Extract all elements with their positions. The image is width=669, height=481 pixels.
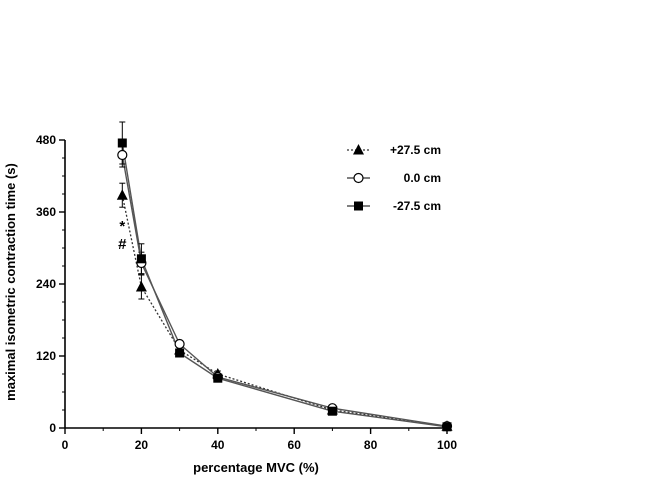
tick-labels: 0 120 240 360 480 0 20 40 60 80 100 <box>36 133 457 452</box>
x-tick-label: 60 <box>288 438 302 452</box>
series-markers-2 <box>117 138 452 432</box>
square-marker <box>117 138 127 148</box>
significance-annotation: * <box>119 218 125 235</box>
significance-annotation: # <box>118 236 127 253</box>
legend-item-0: +27.5 cm <box>347 143 441 157</box>
series-line <box>121 142 448 428</box>
triangle-marker <box>116 189 128 200</box>
legend-triangle-marker <box>353 144 364 155</box>
series-layer <box>116 121 453 432</box>
annotation-layer: *# <box>118 218 127 253</box>
x-tick-label: 80 <box>364 438 378 452</box>
legend-circle-marker <box>353 172 364 184</box>
series-1 <box>119 142 450 428</box>
x-tick-label: 20 <box>135 438 149 452</box>
square-marker <box>327 406 337 416</box>
x-axis-title: percentage MVC (%) <box>193 460 319 475</box>
square-marker <box>442 422 452 432</box>
series-0 <box>119 182 450 428</box>
tick-marks <box>59 139 448 434</box>
series-markers-1 <box>117 149 453 432</box>
y-tick-label: 360 <box>36 205 56 219</box>
x-tick-label: 0 <box>62 438 69 452</box>
circle-marker <box>174 338 185 350</box>
y-tick-label: 240 <box>36 277 56 291</box>
circle-marker <box>117 149 128 161</box>
square-marker <box>175 348 185 358</box>
y-axis-title: maximal isometric contraction time (s) <box>3 163 18 401</box>
legend: +27.5 cm 0.0 cm -27.5 cm <box>347 143 441 213</box>
square-marker <box>136 254 146 264</box>
y-tick-label: 120 <box>36 349 56 363</box>
series-line <box>121 195 448 427</box>
series-line <box>121 154 448 427</box>
legend-label: 0.0 cm <box>404 171 441 185</box>
legend-square-marker <box>354 201 363 211</box>
x-tick-label: 40 <box>211 438 225 452</box>
y-tick-label: 480 <box>36 133 56 147</box>
legend-label: -27.5 cm <box>393 199 441 213</box>
x-tick-label: 100 <box>437 438 457 452</box>
series-2 <box>119 121 450 429</box>
legend-item-1: 0.0 cm <box>347 171 441 185</box>
square-marker <box>213 373 223 383</box>
triangle-marker <box>135 281 147 292</box>
legend-label: +27.5 cm <box>390 143 441 157</box>
y-tick-label: 0 <box>49 421 56 435</box>
legend-item-2: -27.5 cm <box>347 199 441 213</box>
